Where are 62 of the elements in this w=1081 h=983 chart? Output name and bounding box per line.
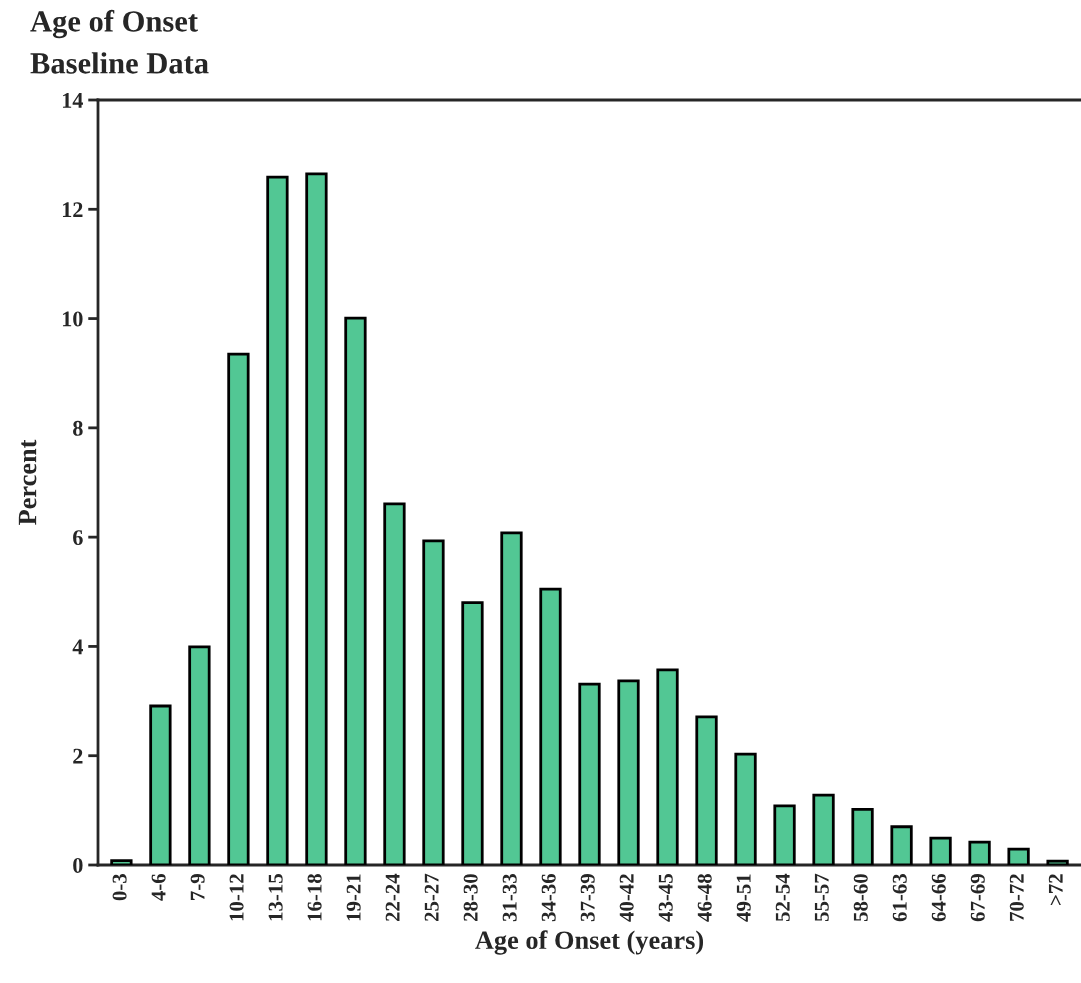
bar <box>539 587 562 865</box>
bar <box>656 668 679 865</box>
x-tick-label: 7-9 <box>190 874 205 900</box>
y-tick-label: 6 <box>73 530 83 546</box>
bar <box>695 715 718 865</box>
x-tick-label: 55-57 <box>814 873 829 922</box>
y-tick-label: 8 <box>73 420 83 436</box>
y-tick-label: 14 <box>62 93 83 108</box>
bar <box>890 825 913 865</box>
bar <box>851 807 874 865</box>
x-tick-label: 52-54 <box>775 873 790 922</box>
bar <box>812 793 835 865</box>
x-tick-label: 22-24 <box>385 873 400 922</box>
bar <box>734 752 757 865</box>
bar <box>617 679 640 865</box>
bar <box>422 539 445 865</box>
x-tick-label: 70-72 <box>1009 874 1024 921</box>
bar <box>929 836 952 865</box>
x-tick-label: 58-60 <box>853 874 868 922</box>
y-tick-label: 12 <box>62 202 83 217</box>
x-tick-label: 67-69 <box>970 874 985 922</box>
y-axis-title: Percent <box>18 439 37 526</box>
bar <box>461 601 484 865</box>
bar <box>149 704 172 865</box>
bar <box>266 175 289 865</box>
y-tick-label: 0 <box>73 857 83 873</box>
x-tick-label: 28-30 <box>463 874 478 922</box>
bar <box>383 502 406 865</box>
x-tick-label: 64-66 <box>931 873 946 922</box>
chart-title: Age of Onset <box>30 9 198 39</box>
bar <box>578 682 601 865</box>
bar <box>110 859 133 865</box>
x-tick-label: 19-21 <box>346 874 361 921</box>
x-tick-label: 61-63 <box>892 874 907 922</box>
x-axis-title: Age of Onset (years) <box>475 930 704 955</box>
x-tick-label: 13-15 <box>268 874 283 921</box>
x-tick-label: 16-18 <box>307 874 322 921</box>
x-tick-label: 46-48 <box>697 874 712 922</box>
x-tick-label: 25-27 <box>424 873 439 922</box>
bar <box>773 804 796 865</box>
bar <box>188 645 211 865</box>
bar <box>344 316 367 865</box>
y-tick-label: 2 <box>73 748 83 764</box>
bar <box>1007 847 1030 865</box>
bar <box>227 352 250 865</box>
x-tick-label: 49-51 <box>736 874 751 922</box>
x-tick-label: 43-45 <box>658 874 673 922</box>
y-tick-label: 4 <box>72 639 83 655</box>
y-tick-label: 10 <box>62 311 83 327</box>
x-tick-label: >72 <box>1048 874 1063 905</box>
bar <box>1046 859 1069 865</box>
x-tick-label: 40-42 <box>619 874 634 922</box>
chart-subtitle: Baseline Data <box>30 52 209 74</box>
bar <box>968 840 991 865</box>
x-tick-label: 0-3 <box>112 874 127 901</box>
x-tick-label: 31-33 <box>502 874 517 922</box>
x-tick-label: 37-39 <box>580 874 595 922</box>
x-tick-label: 34-36 <box>541 873 556 922</box>
bar <box>305 172 328 865</box>
bar <box>500 531 523 865</box>
x-tick-label: 4-6 <box>151 873 166 901</box>
x-tick-label: 10-12 <box>229 874 244 921</box>
